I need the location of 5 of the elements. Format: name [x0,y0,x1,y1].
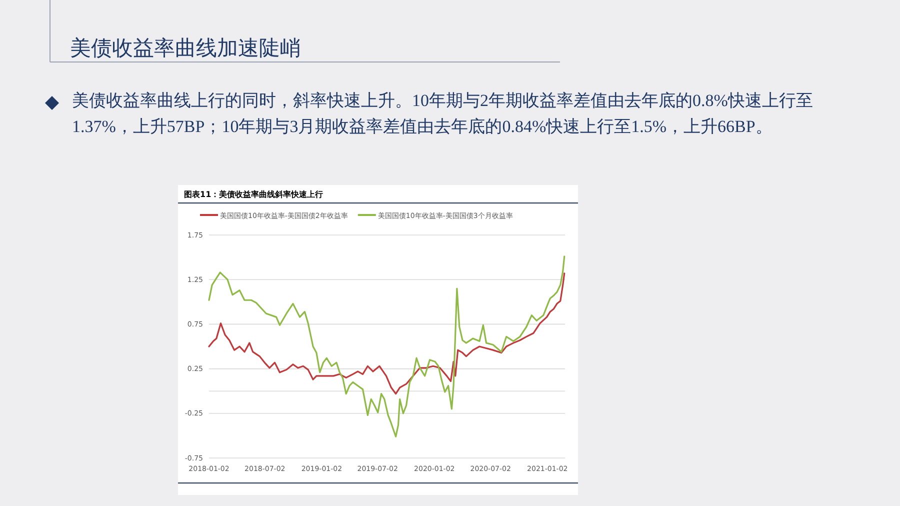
line-series [208,256,566,438]
chart-title: 美债收益率曲线加速陡峭 [70,35,301,62]
line-series [208,272,566,395]
chart-subtitle: 美债收益率曲线上行的同时，斜率快速上升。10年期与2年期收益率差值由去年底的0.8%快速上行至1.37%，上升57BP；10年期与3月期收益率差值由去年底的0.84%快速上行至1.5%，上升66BP。 [72,90,814,138]
text: 图表11：美债收益率曲线斜率快速上行 [184,189,324,199]
